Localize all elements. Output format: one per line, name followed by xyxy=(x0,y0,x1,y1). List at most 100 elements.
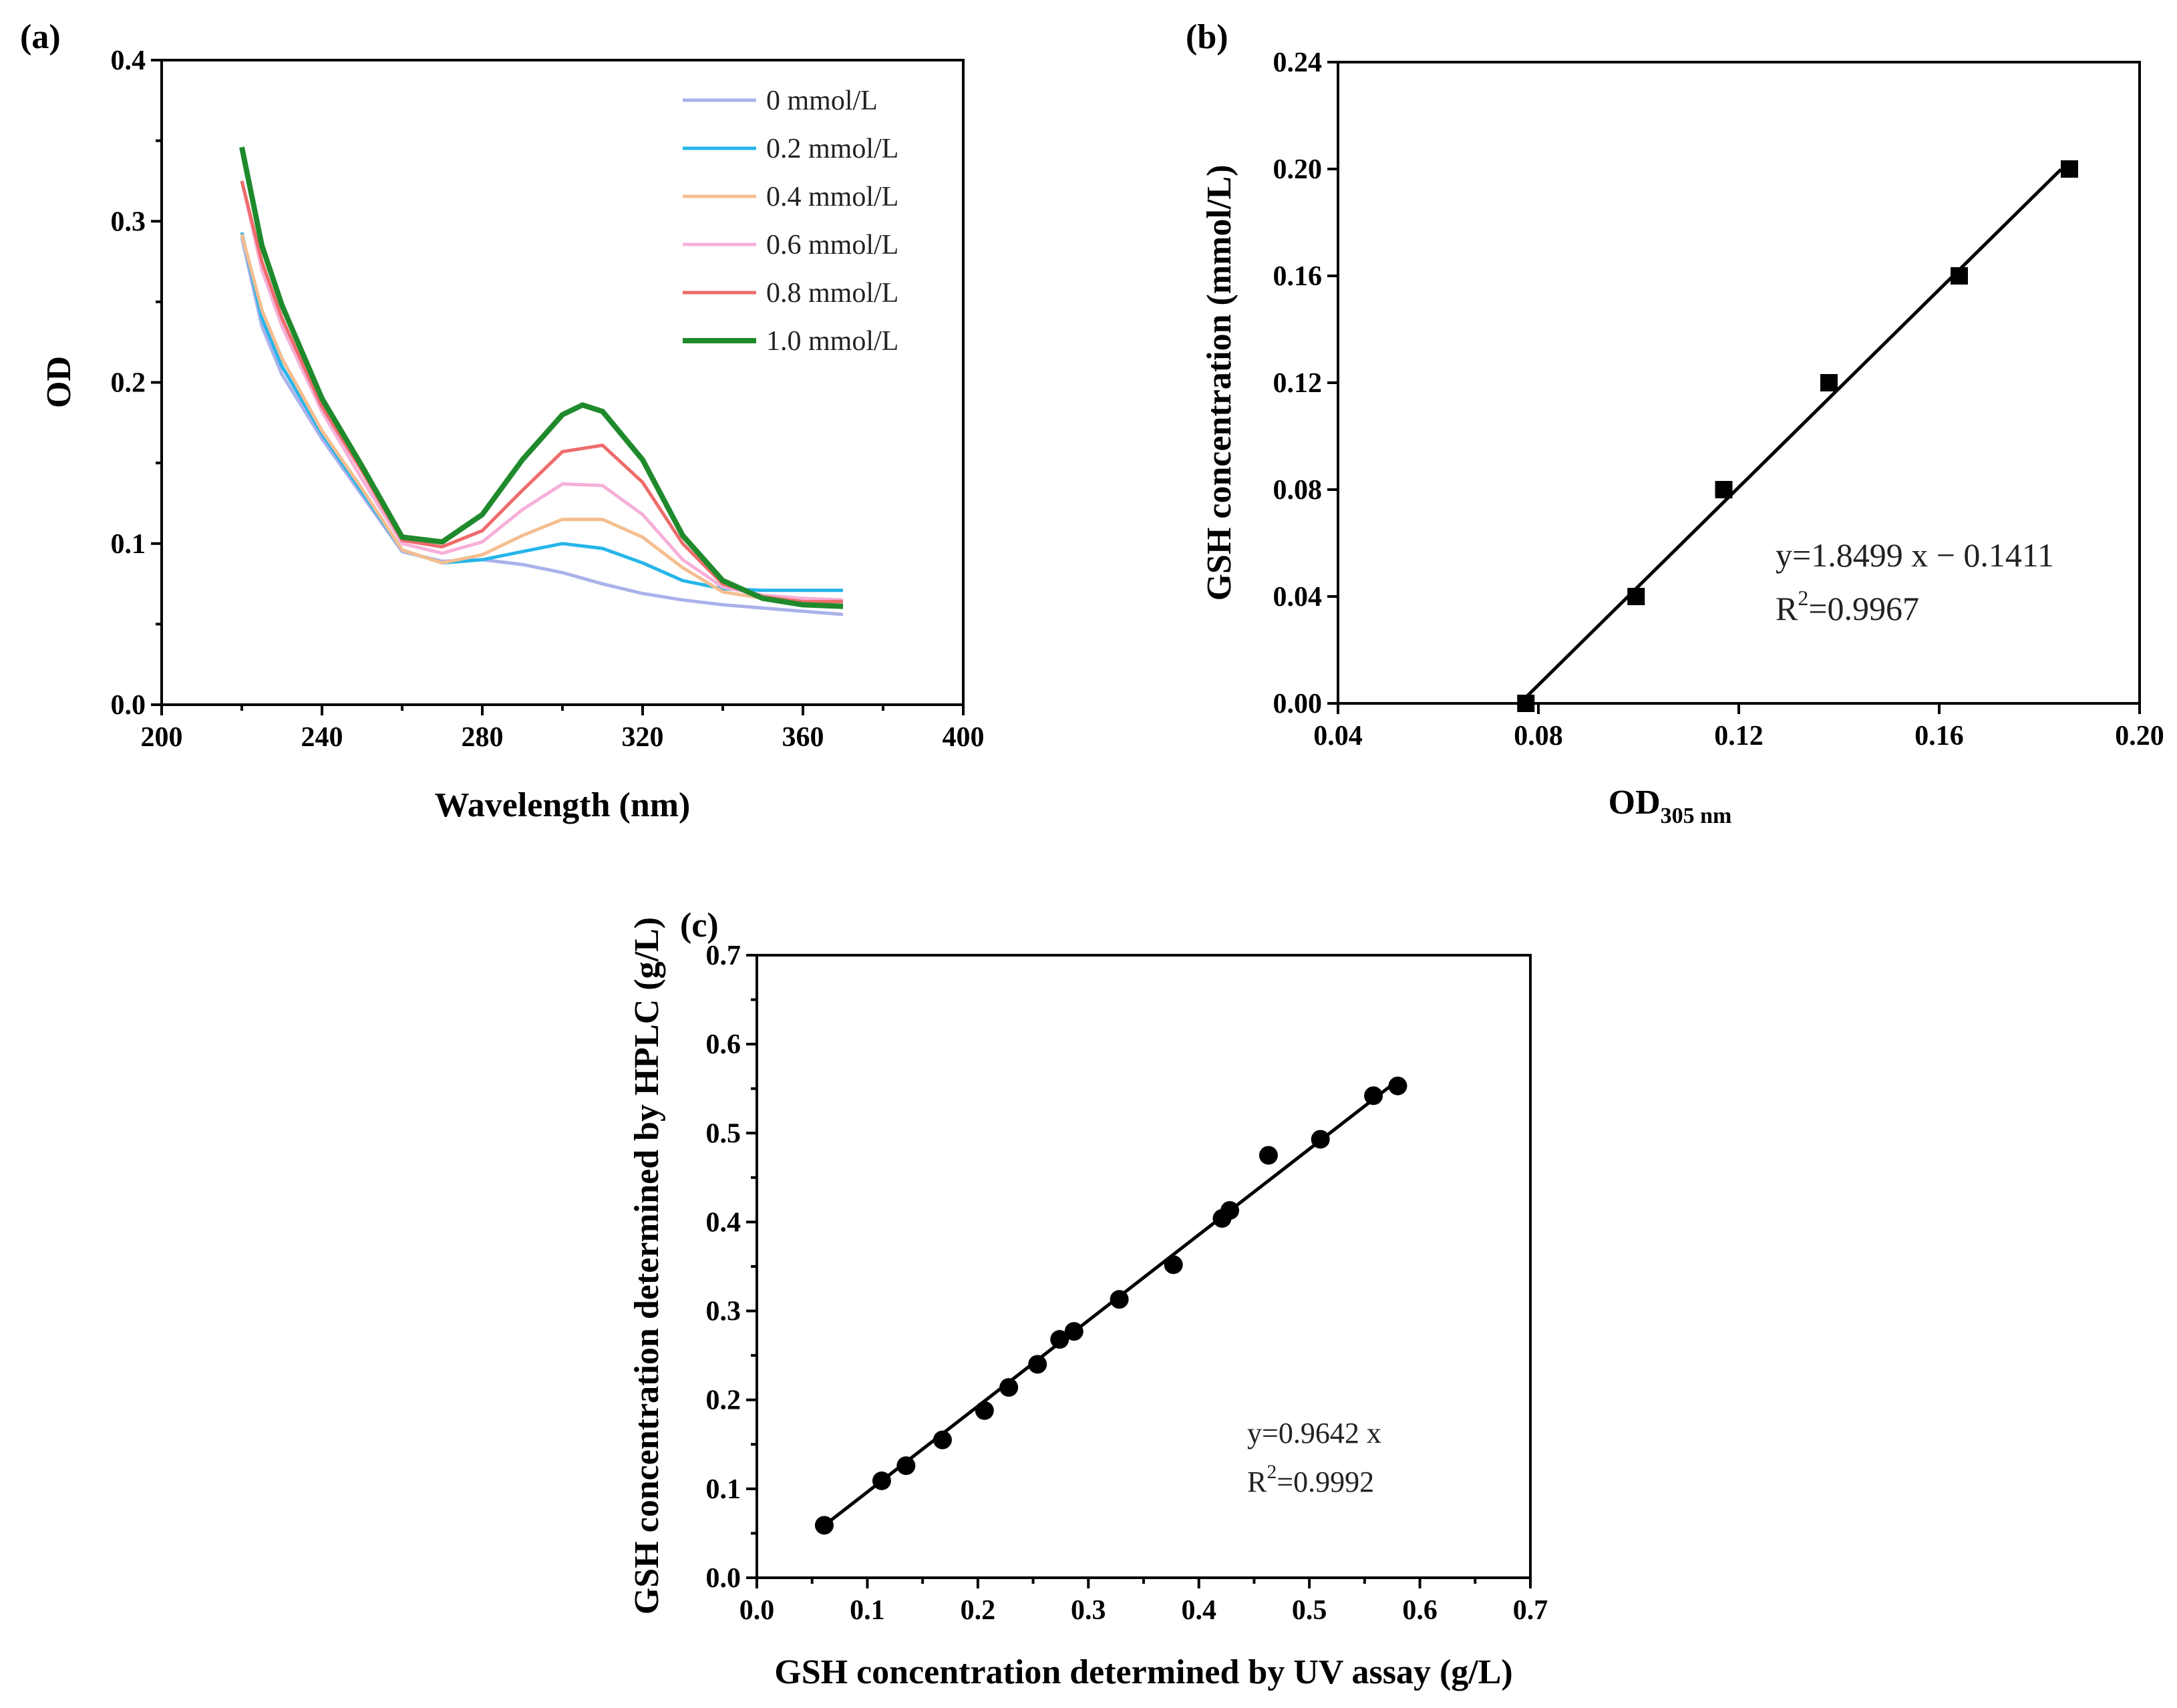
panel-c-r2-superscript: 2 xyxy=(1267,1461,1277,1483)
panel-c: (c) 0.0 0.1 0.2 0.3 0.4 0.5 0.6 0.7 0.0 0.1 0.2 0.3… xyxy=(628,906,1548,1691)
y-tick-label: 0.20 xyxy=(1273,154,1323,185)
panel-c-points xyxy=(814,1076,1407,1535)
data-point xyxy=(1164,1255,1183,1274)
panel-c-r2-value: =0.9992 xyxy=(1277,1466,1374,1498)
series-line-5 xyxy=(239,146,844,609)
panel-b-plot-frame xyxy=(1337,61,2141,705)
y-tick-label: 0.3 xyxy=(706,1297,741,1327)
x-tick-label: 0.0 xyxy=(739,1595,775,1626)
panel-c-label: (c) xyxy=(680,906,719,945)
data-point xyxy=(872,1471,891,1490)
y-tick-label: 0.1 xyxy=(111,529,146,560)
data-point xyxy=(896,1456,916,1476)
panel-b-points xyxy=(1517,160,2078,712)
panel-b-ticks: 0.04 0.08 0.12 0.16 0.200.000.040.080.120.16… xyxy=(1273,47,2164,751)
data-point xyxy=(1311,1130,1330,1149)
y-tick-label: 0.04 xyxy=(1273,582,1323,613)
panel-b-r2-prefix: R xyxy=(1776,590,1798,627)
data-point xyxy=(1028,1355,1047,1374)
panel-b-label: (b) xyxy=(1186,18,1228,56)
panel-b-x-axis-label-sub: 305 nm xyxy=(1661,804,1732,828)
data-point xyxy=(814,1516,834,1535)
x-tick-label: 0.7 xyxy=(1513,1595,1548,1626)
data-point xyxy=(1050,1330,1069,1349)
panel-c-y-axis-label: GSH concentration determined by HPLC (g/… xyxy=(628,917,666,1614)
panel-a-series-lines xyxy=(239,146,844,617)
x-tick-label: 320 xyxy=(622,722,664,753)
panel-a-legend: 0 mmol/L 0.2 mmol/L 0.4 mmol/L 0.6 mmol/L 0.… xyxy=(683,86,898,357)
y-tick-label: 0.08 xyxy=(1273,475,1323,506)
series-line-0 xyxy=(240,236,844,617)
data-point xyxy=(999,1378,1019,1397)
panel-a: (a) 200 240 280 320 360 400 0.0 0.1 0.2 0.3 0.4 0 … xyxy=(20,18,985,824)
y-tick-label: 0.1 xyxy=(706,1474,741,1505)
data-point xyxy=(2061,160,2078,178)
panel-a-x-axis-label: Wavelength (nm) xyxy=(435,786,691,824)
x-tick-label: 0.5 xyxy=(1292,1595,1327,1626)
panel-a-ticks: 200 240 280 320 360 400 0.0 0.1 0.2 0.3 0.4 xyxy=(111,45,985,753)
panel-a-y-axis-label: OD xyxy=(40,356,78,408)
y-tick-label: 0.2 xyxy=(706,1385,741,1416)
panel-b-r-squared: R2=0.9967 xyxy=(1776,586,1919,627)
y-tick-label: 0.5 xyxy=(706,1118,741,1149)
data-point xyxy=(1715,481,1733,498)
panel-a-label: (a) xyxy=(20,18,61,56)
data-point xyxy=(1820,374,1838,391)
x-tick-label: 0.4 xyxy=(1181,1595,1216,1626)
x-tick-label: 0.04 xyxy=(1313,721,1363,751)
x-tick-label: 360 xyxy=(782,722,824,753)
x-tick-label: 0.2 xyxy=(961,1595,996,1626)
data-point xyxy=(1220,1201,1240,1220)
series-line-2 xyxy=(240,233,843,604)
panel-c-equation: y=0.9642 x xyxy=(1247,1417,1381,1449)
y-tick-label: 0.24 xyxy=(1273,47,1323,78)
data-point xyxy=(1951,267,1968,285)
panel-c-plot-frame xyxy=(756,954,1532,1579)
panel-b-x-axis-label-main: OD xyxy=(1609,784,1661,822)
x-tick-label: 0.20 xyxy=(2115,721,2164,751)
y-tick-label: 0.4 xyxy=(111,45,146,76)
x-tick-label: 280 xyxy=(462,722,504,753)
y-tick-label: 0.7 xyxy=(706,941,741,971)
panel-b-x-axis-label: OD305 nm xyxy=(1609,784,1732,828)
data-point xyxy=(1627,588,1645,605)
panel-b-r2-superscript: 2 xyxy=(1798,586,1808,610)
legend-label: 0.4 mmol/L xyxy=(766,182,898,212)
panel-b-equation: y=1.8499 x − 0.1411 xyxy=(1776,536,2054,574)
y-tick-label: 0.4 xyxy=(706,1207,741,1238)
y-tick-label: 0.3 xyxy=(111,206,146,237)
panel-c-r-squared: R2=0.9992 xyxy=(1247,1461,1374,1498)
data-point xyxy=(1064,1322,1083,1341)
y-tick-label: 0.16 xyxy=(1273,261,1323,292)
legend-label: 1.0 mmol/L xyxy=(766,326,898,357)
x-tick-label: 240 xyxy=(301,722,343,753)
y-tick-label: 0.00 xyxy=(1273,689,1323,719)
data-point xyxy=(1259,1146,1278,1165)
y-tick-label: 0.0 xyxy=(111,690,146,721)
panel-b-y-axis-label: GSH concentration (mmol/L) xyxy=(1200,165,1238,601)
fit-line xyxy=(1518,168,2063,705)
y-tick-label: 0.2 xyxy=(111,368,146,399)
data-point xyxy=(1388,1076,1407,1095)
legend-label: 0.6 mmol/L xyxy=(766,230,898,261)
x-tick-label: 0.16 xyxy=(1914,721,1964,751)
x-tick-label: 0.3 xyxy=(1071,1595,1106,1626)
x-tick-label: 0.12 xyxy=(1714,721,1764,751)
x-tick-label: 400 xyxy=(943,722,985,753)
data-point xyxy=(975,1401,994,1420)
x-tick-label: 0.1 xyxy=(850,1595,885,1626)
x-tick-label: 0.08 xyxy=(1514,721,1563,751)
panel-c-ticks: 0.0 0.1 0.2 0.3 0.4 0.5 0.6 0.7 0.0 0.1 0.2 0.3 0.4 0… xyxy=(706,941,1548,1626)
data-point xyxy=(1110,1290,1129,1309)
panel-b: (b) 0.04 0.08 0.12 0.16 0.200.000.040.080.12… xyxy=(1186,18,2164,828)
panel-c-x-axis-label: GSH concentration determined by UV assay… xyxy=(774,1653,1512,1691)
legend-label: 0 mmol/L xyxy=(766,86,878,116)
panel-c-r2-prefix: R xyxy=(1247,1466,1267,1498)
y-tick-label: 0.0 xyxy=(706,1563,741,1594)
y-tick-label: 0.12 xyxy=(1273,368,1323,399)
panel-b-r2-value: =0.9967 xyxy=(1808,590,1919,627)
data-point xyxy=(933,1430,952,1449)
panel-b-fit-line xyxy=(1518,168,2063,705)
legend-label: 0.2 mmol/L xyxy=(766,134,898,164)
